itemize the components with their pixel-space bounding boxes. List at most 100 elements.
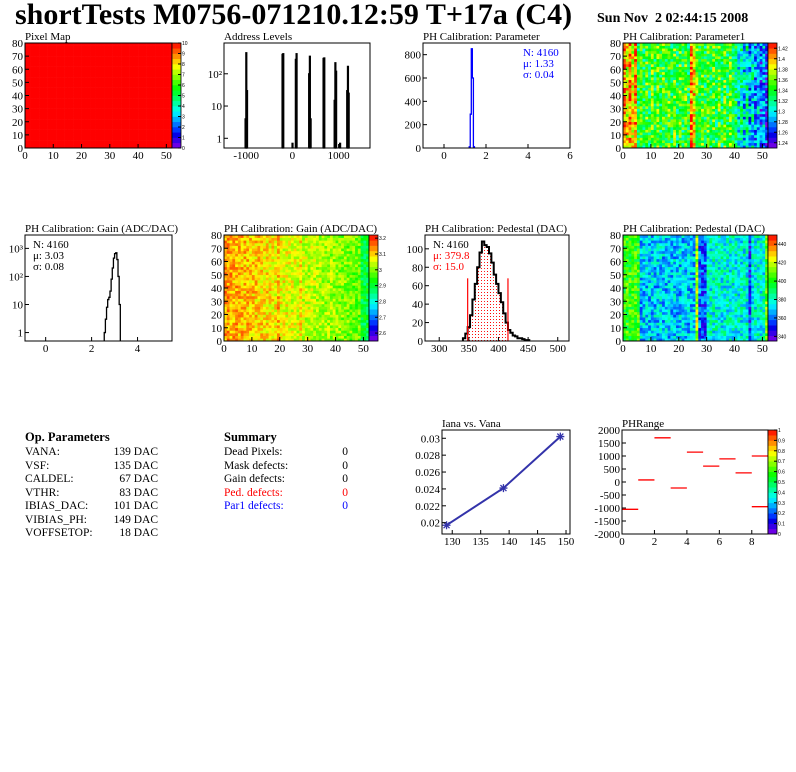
heatmap-cell [47,50,51,54]
heatmap-cell [706,45,710,49]
heatmap-cell [723,103,727,107]
heatmap-cell [27,121,31,125]
heatmap-cell [226,303,230,307]
heatmap-cell [715,113,719,117]
heatmap-cell [728,119,733,123]
heatmap-cell [675,43,680,46]
heatmap-cell [235,317,239,321]
heatmap-cell [126,127,130,130]
heatmap-cell [235,338,239,342]
heatmap-cell [112,74,116,78]
heatmap-cell [56,82,60,86]
heatmap-cell [670,69,674,73]
heatmap-cell [754,71,758,75]
heatmap-cell [748,98,752,102]
heatmap-cell [754,142,758,146]
heatmap-cell [84,43,88,46]
heatmap-cell [712,106,716,109]
heatmap-cell [701,106,705,109]
heatmap-cell [155,100,159,104]
heatmap-cell [64,71,68,75]
heatmap-cell [135,90,139,94]
heatmap-cell [625,142,629,146]
heatmap-cell [70,145,74,149]
heatmap-cell [143,111,147,115]
heatmap-cell [756,132,760,136]
heatmap-cell [653,95,657,99]
heatmap-cell [639,121,643,125]
heatmap-cell [67,95,71,99]
heatmap-cell [740,50,744,54]
heatmap-cell [254,269,258,273]
heatmap-cell [232,237,236,241]
heatmap-cell [240,280,244,283]
heatmap-cell [53,64,57,67]
heatmap-cell [87,119,91,123]
heatmap-cell [229,248,233,252]
heatmap-cell [684,132,688,136]
heatmap-cell [754,53,758,57]
heatmap-cell [656,106,660,109]
heatmap-cell [695,79,699,83]
heatmap-cell [226,325,230,329]
heatmap-cell [138,74,142,78]
heatmap-cell [87,129,91,133]
heatmap-cell [670,134,674,138]
heatmap-cell [639,106,643,109]
heatmap-cell [160,87,164,91]
heatmap-cell [237,322,242,326]
heatmap-cell [235,266,239,270]
heatmap-cell [653,98,657,102]
heatmap-cell [25,48,29,52]
heatmap-cell [30,121,34,125]
heatmap-cell [659,119,663,123]
heatmap-cell [720,140,724,144]
heatmap-cell [224,277,228,281]
heatmap-cell [237,317,242,321]
heatmap-cell [706,90,710,94]
heatmap-cell [73,100,77,104]
heatmap-cell [765,71,769,75]
heatmap-cell [734,90,738,94]
heatmap-cell [756,79,760,83]
x-tick-label: 2 [89,343,95,355]
heatmap-cell [73,129,77,133]
heatmap-cell [53,92,57,96]
heatmap-cell [129,45,133,49]
heatmap-cell [734,132,738,136]
heatmap-cell [687,106,691,109]
heatmap-cell [146,137,150,141]
heatmap-cell [748,103,752,107]
heatmap-cell [232,258,236,262]
heatmap-cell [662,56,666,60]
heatmap-cell [717,56,721,60]
heatmap-cell [731,142,735,146]
y-tick-label: 20 [610,117,622,129]
heatmap-cell [232,261,236,265]
heatmap-cell [670,127,674,130]
heatmap-cell [703,124,707,128]
heatmap-cell [138,50,142,54]
heatmap-cell [84,58,88,62]
heatmap-cell [129,119,133,123]
heatmap-cell [44,90,48,94]
heatmap-cell [44,116,48,120]
heatmap-cell [631,111,635,115]
heatmap-cell [642,127,646,130]
heatmap-cell [659,137,663,141]
heatmap-cell [723,85,727,88]
heatmap-cell [251,245,255,249]
heatmap-cell [650,53,654,57]
heatmap-cell [706,142,710,146]
heatmap-cell [58,103,63,107]
heatmap-cell [728,74,733,78]
heatmap-cell [25,127,29,130]
heatmap-cell [715,82,719,86]
heatmap-cell [92,53,96,57]
heatmap-cell [689,45,694,49]
heatmap-cell [756,106,760,109]
heatmap-cell [257,306,261,310]
heatmap-cell [689,69,694,73]
heatmap-cell [625,58,629,62]
heatmap-cell [157,108,161,112]
